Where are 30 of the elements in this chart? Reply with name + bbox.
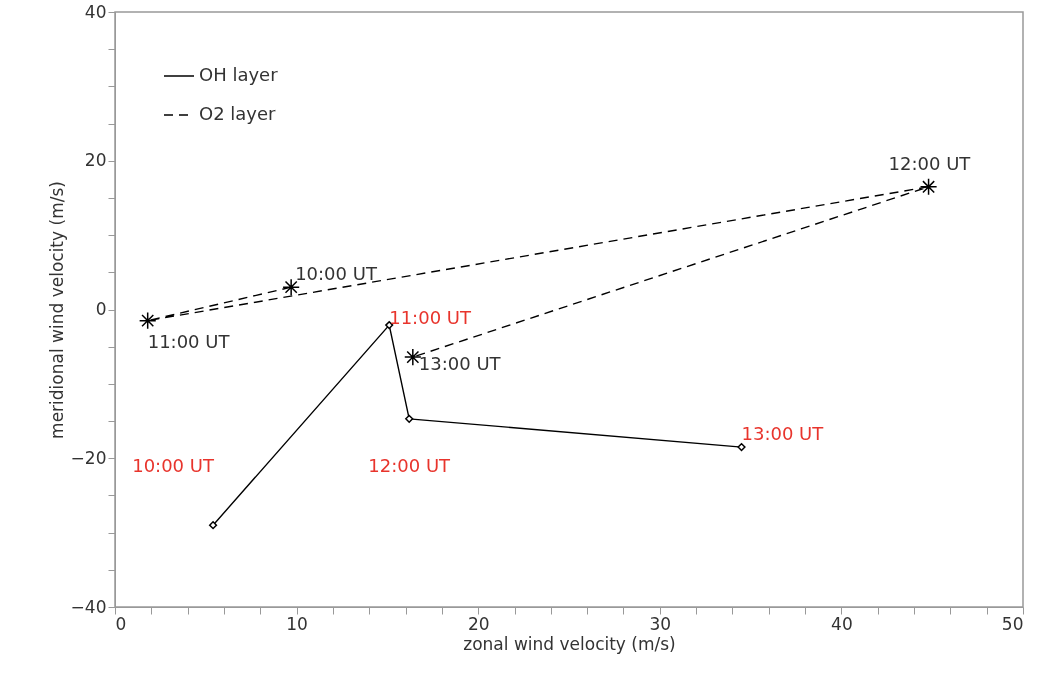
x-tick-label: 20 [467, 613, 490, 634]
annotation: 10:00 UT [132, 455, 215, 477]
point [208, 521, 218, 530]
y-tick-label: −40 [70, 596, 107, 617]
annotation: 12:00 UT [368, 454, 452, 476]
legend-label: OH layer [199, 64, 279, 85]
annotation: 13:00 UT [741, 423, 825, 445]
annotation: 11:00 UT [147, 330, 231, 352]
point [919, 177, 938, 196]
x-tick-label: 0 [115, 613, 127, 634]
point [404, 348, 422, 366]
point [138, 311, 157, 330]
x-tick-label: 30 [649, 613, 672, 634]
annotation: 13:00 UT [418, 353, 502, 375]
point [405, 414, 414, 423]
point [737, 442, 746, 452]
annotation: 12:00 UT [888, 152, 972, 174]
y-tick-label: 0 [95, 299, 107, 319]
y-axis-title: meridional wind velocity (m/s) [46, 181, 67, 439]
x-tick-label: 10 [286, 613, 308, 634]
x-axis-title: zonal wind velocity (m/s) [463, 633, 676, 654]
x-tick-label: 50 [1001, 613, 1024, 634]
legend-label: O2 layer [199, 103, 277, 124]
annotation: 10:00 UT [295, 263, 378, 285]
point [282, 278, 300, 296]
annotation: 11:00 UT [389, 307, 472, 329]
x-tick-label: 40 [831, 613, 853, 634]
y-tick-label: 20 [84, 150, 107, 171]
y-tick-label: −20 [70, 447, 107, 468]
y-tick-label: 40 [84, 1, 107, 22]
